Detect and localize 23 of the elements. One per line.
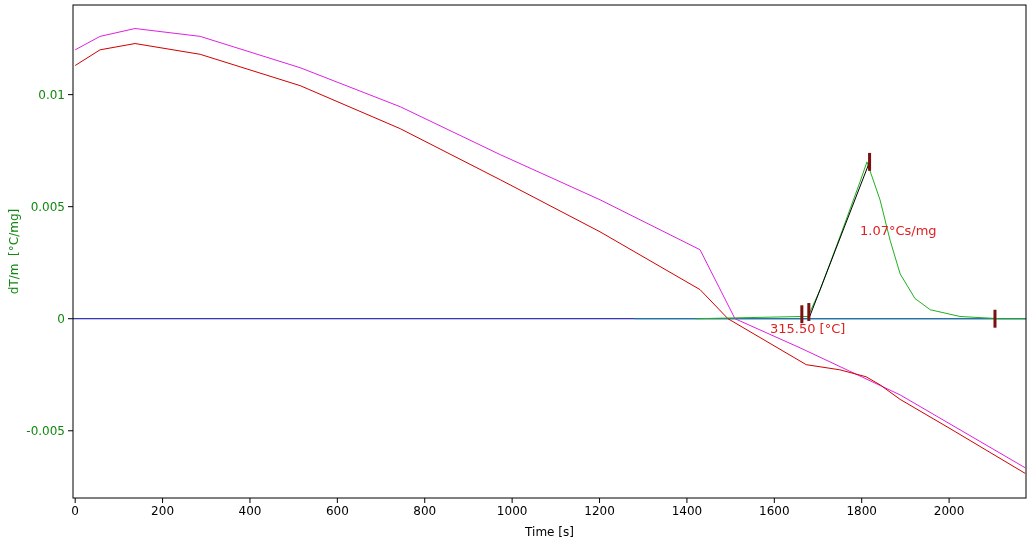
x-tick-label: 1000: [496, 504, 528, 518]
bar: [868, 152, 872, 171]
bar: [807, 303, 811, 321]
y-tick-label: 0.005: [30, 199, 65, 214]
x-tick-label: 1600: [759, 504, 790, 518]
annotation: 315.50 [°C]: [770, 321, 846, 336]
y-tick-label: 0.01: [38, 87, 65, 102]
bar: [800, 305, 804, 324]
x-tick-label: 400: [238, 504, 262, 518]
x-tick-label: 200: [151, 504, 175, 518]
x-tick-label: 800: [413, 504, 437, 518]
x-tick-label: 1200: [584, 504, 615, 518]
x-tick-label: 1400: [671, 504, 703, 518]
x-tick-label: 2000: [933, 504, 965, 518]
y-tick-label: 0: [57, 311, 65, 326]
y-tick-label: -0.005: [26, 423, 65, 438]
line-series: [695, 161, 1026, 320]
x-tick-label: 0: [71, 504, 80, 518]
x-tick-label: 600: [325, 504, 349, 518]
x-tick-label: 1800: [846, 504, 877, 518]
y-axis-title: dT/m [°C/mg]: [7, 208, 21, 295]
x-axis-title: Time [s]: [524, 525, 574, 539]
bar: [993, 309, 997, 328]
